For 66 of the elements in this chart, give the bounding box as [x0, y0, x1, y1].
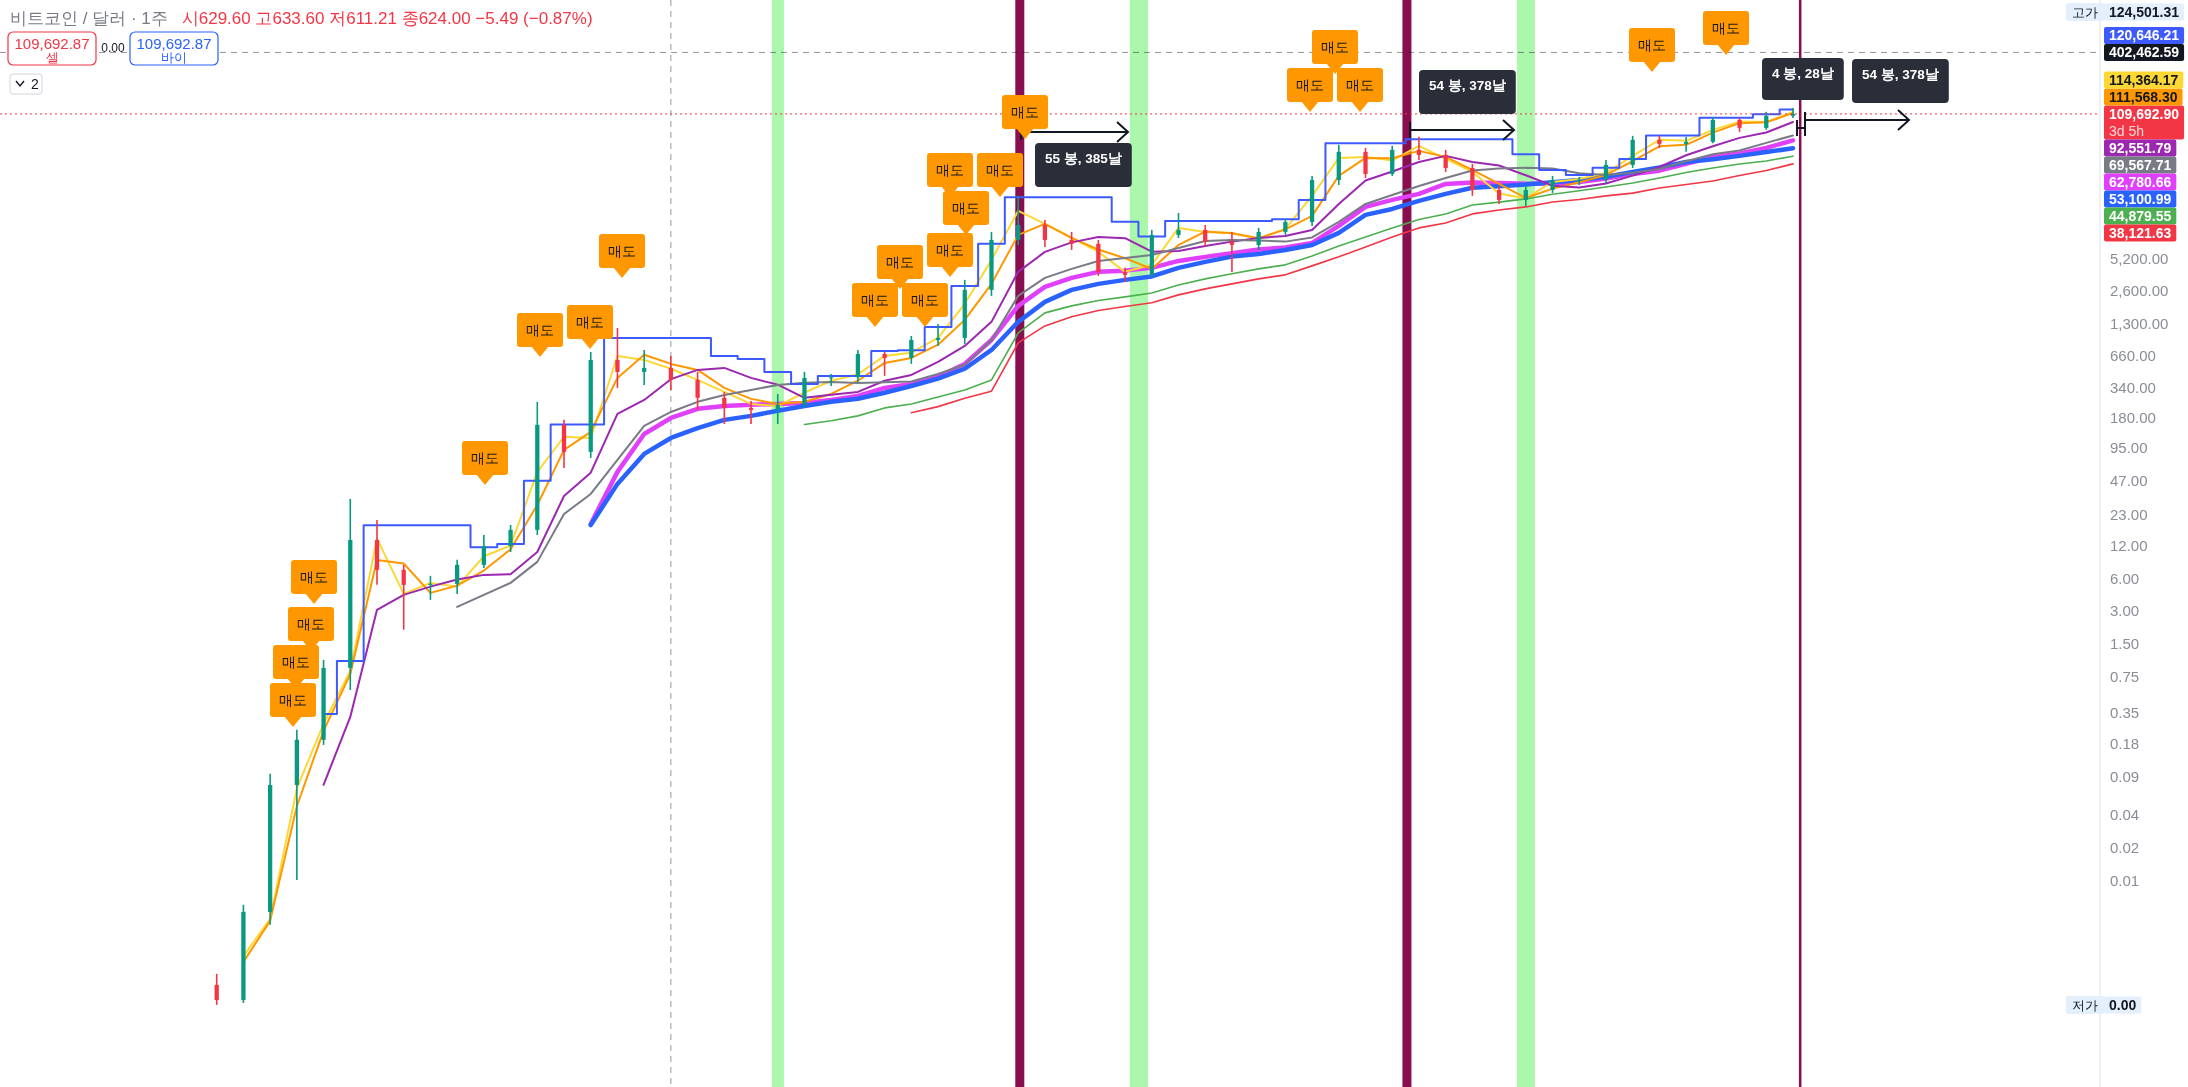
annotation: 44,879.55 — [2104, 207, 2177, 225]
annotation: 매도 — [270, 683, 316, 727]
annotation: 매도 — [1321, 39, 1349, 55]
annotation: 저가 — [2066, 996, 2104, 1014]
annotation: 55 봉, 385날 — [1035, 143, 1132, 187]
annotation: 55 봉, 385날 — [1045, 150, 1122, 166]
annotation: 매도 — [986, 162, 1014, 178]
annotation: 38,121.63 — [2104, 224, 2177, 242]
annotation: 매도 — [911, 292, 939, 308]
annotation: 매도 — [567, 305, 613, 349]
annotation: 매도 — [886, 254, 914, 270]
annotation: 셀 — [45, 49, 59, 65]
subtitle: 시629.60 고633.60 저611.21 종624.00 −5.49 (−0.87%) — [181, 8, 593, 28]
annotation: 매도 — [877, 245, 923, 289]
annotation: 매도 — [282, 654, 310, 670]
annotation: 54 봉, 378날 — [1429, 77, 1506, 93]
annotation: 매도 — [291, 560, 337, 604]
title: 비트코인 / 달러 · 1주 — [10, 8, 168, 28]
annotation: 109,692.87 — [14, 34, 90, 52]
annotation: 114,364.17 — [2104, 71, 2184, 89]
annotation: 매도 — [526, 322, 554, 338]
annotation: 69,567.71 — [2104, 156, 2177, 174]
annotation: 매도 — [471, 450, 499, 466]
annotation: 54 봉, 378날 — [1852, 59, 1949, 103]
annotation: 매도 — [1296, 77, 1324, 93]
ref-line-label: 109,692.90 — [2109, 105, 2180, 122]
annotation: 매도 — [517, 313, 563, 357]
annotation: 매도 — [1703, 11, 1749, 55]
annotation: 62,780.66 — [2104, 173, 2177, 191]
annotation: 매도 — [936, 242, 964, 258]
annotation: 고가 — [2066, 3, 2104, 21]
annotation: 매도 — [1638, 37, 1666, 53]
annotation: 0.00 — [101, 41, 125, 55]
annotation: 매도 — [952, 200, 980, 216]
annotation: 53,100.99 — [2104, 190, 2177, 208]
annotation: 92,551.79 — [2104, 139, 2177, 157]
annotation: 매도 — [927, 233, 973, 277]
annotation: 매도 — [943, 191, 989, 235]
annotation: 매도 — [462, 441, 508, 485]
annotation: 바이 — [161, 49, 187, 65]
annotation: 매도 — [1011, 104, 1039, 120]
annotation: 4 봉, 28날 — [1772, 65, 1834, 81]
annotation: 매도 — [861, 292, 889, 308]
annotation: 매도 — [608, 243, 636, 259]
annotation: 매도 — [599, 234, 645, 278]
annotation: 4 봉, 28날 — [1762, 58, 1844, 100]
annotation: 매도 — [300, 569, 328, 585]
annotation: 매도 — [1346, 77, 1374, 93]
annotation: 매도 — [1712, 20, 1740, 36]
annotation: 54 봉, 378날 — [1419, 70, 1516, 114]
annotation: 매도 — [1287, 68, 1333, 112]
annotation: 매도 — [279, 692, 307, 708]
annotation: 매도 — [977, 153, 1023, 197]
annotation: 매도 — [902, 283, 948, 327]
annotation: 매도 — [576, 314, 604, 330]
annotation: 매도 — [1002, 95, 1048, 139]
annotation: 매도 — [1312, 30, 1358, 74]
annotation: 111,568.30 — [2104, 88, 2183, 106]
annotation: 매도 — [297, 616, 325, 632]
ref-line-label: 402,462.59 — [2109, 44, 2180, 61]
annotation: 2 — [31, 76, 39, 92]
annotation: 109,692.87 — [136, 34, 212, 52]
annotation: 매도 — [936, 162, 964, 178]
annotation: 매도 — [1337, 68, 1383, 112]
annotation: 매도 — [1629, 28, 1675, 72]
annotation: 매도 — [852, 283, 898, 327]
